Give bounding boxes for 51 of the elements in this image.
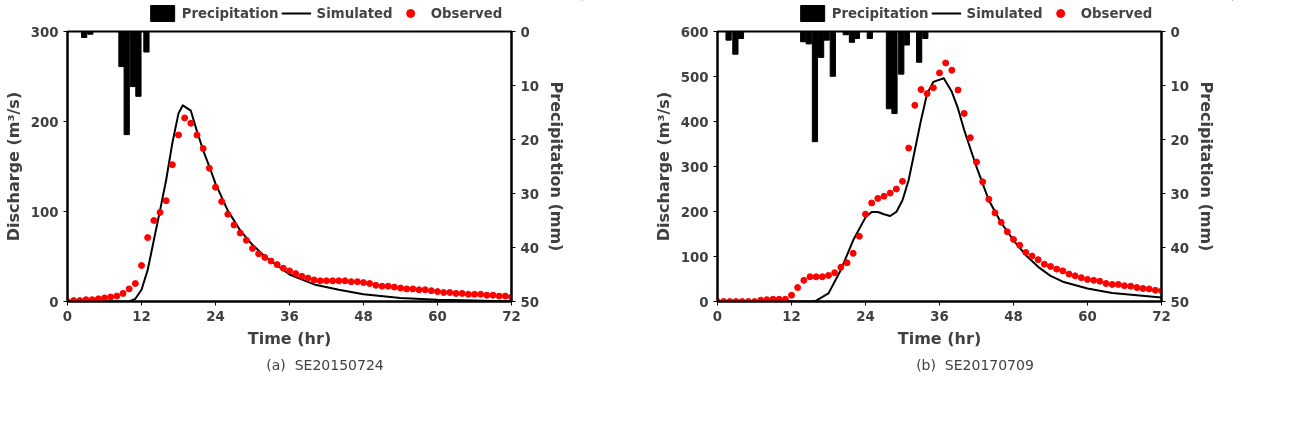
y2-tick-label: 50 [1170, 294, 1190, 310]
y-tick-label: 400 [680, 114, 709, 130]
x-tick-label: 48 [1004, 308, 1023, 324]
y-axis-title: Discharge (m³/s) [653, 91, 673, 242]
x-tick-label: 12 [782, 308, 801, 324]
y2-axis-title: Precipitation (mm) [547, 81, 567, 252]
x-tick-label: 24 [206, 308, 225, 324]
y-tick-label: 200 [680, 204, 709, 220]
x-tick-label: 60 [428, 308, 447, 324]
y2-tick-label: 20 [1170, 132, 1190, 148]
y2-tick-label: 40 [1170, 240, 1190, 256]
x-tick-label: 72 [1152, 308, 1171, 324]
y-tick-label: 500 [680, 69, 709, 85]
y-tick-label: 300 [30, 24, 59, 40]
y2-tick-label: 30 [1170, 186, 1190, 202]
x-tick-label: 24 [856, 308, 875, 324]
y2-tick-label: 10 [1170, 78, 1190, 94]
x-tick-label: 0 [712, 308, 723, 324]
y2-tick-label: 10 [520, 78, 540, 94]
legend-label: Simulated [316, 5, 393, 21]
y-tick-label: 100 [30, 204, 59, 220]
y-tick-label: 0 [49, 294, 59, 310]
legend-label: Precipitation [181, 5, 279, 21]
y2-tick-label: 0 [1170, 24, 1180, 40]
x-tick-label: 60 [1078, 308, 1097, 324]
legend-label: Observed [430, 5, 503, 21]
y-tick-label: 600 [680, 24, 709, 40]
x-axis-title: Time (hr) [897, 328, 982, 348]
legend-label: Observed [1080, 5, 1153, 21]
y-tick-label: 100 [680, 249, 709, 265]
y2-tick-label: 40 [520, 240, 540, 256]
y-tick-label: 0 [699, 294, 709, 310]
text: (b) SE20170709 [916, 356, 1034, 375]
x-tick-label: 0 [62, 308, 73, 324]
y2-tick-label: 30 [520, 186, 540, 202]
y2-tick-label: 0 [520, 24, 530, 40]
text: (a) SE20150724 [266, 356, 384, 375]
x-tick-label: 48 [354, 308, 373, 324]
x-axis-title: Time (hr) [247, 328, 332, 348]
x-tick-label: 36 [280, 308, 299, 324]
y-axis-title: Discharge (m³/s) [3, 91, 23, 242]
x-tick-label: 12 [132, 308, 151, 324]
x-tick-label: 72 [502, 308, 521, 324]
y-tick-label: 200 [30, 114, 59, 130]
y2-axis-title: Precipitation (mm) [1197, 81, 1217, 252]
y2-tick-label: 20 [520, 132, 540, 148]
y2-tick-label: 50 [520, 294, 540, 310]
x-tick-label: 36 [930, 308, 949, 324]
y-tick-label: 300 [680, 159, 709, 175]
legend-label: Simulated [966, 5, 1043, 21]
legend-label: Precipitation [831, 5, 929, 21]
